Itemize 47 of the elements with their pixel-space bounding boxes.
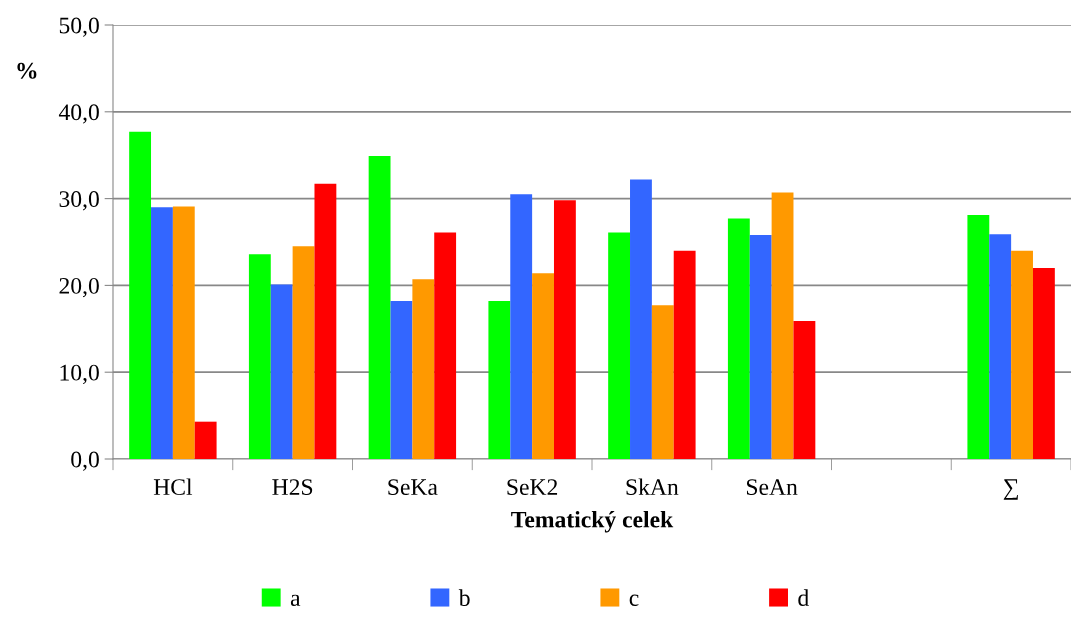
bar	[434, 232, 457, 459]
bar	[129, 131, 152, 459]
x-tick-label: HCl	[153, 478, 193, 496]
bar	[1011, 250, 1033, 459]
bar	[630, 179, 652, 459]
bar	[553, 200, 576, 459]
bar	[1032, 268, 1055, 459]
x-tick-label: SkAn	[626, 478, 679, 496]
bar	[412, 279, 435, 459]
x-tick-label: H2S	[272, 479, 313, 496]
bar	[651, 305, 674, 459]
y-tick-label: 30,0	[59, 191, 99, 211]
y-axis-title: %	[17, 62, 37, 79]
bar	[989, 234, 1012, 459]
legend-label: a	[290, 594, 301, 606]
y-tick-label: 20,0	[59, 277, 99, 298]
bar	[151, 207, 173, 459]
bar	[673, 250, 696, 459]
x-axis-title: Tematický celek	[511, 510, 674, 533]
x-tick-label: SeK2	[507, 479, 558, 496]
bar	[771, 192, 794, 459]
bar	[194, 421, 217, 459]
bar	[314, 183, 337, 459]
bar	[510, 194, 533, 459]
bar	[749, 235, 772, 459]
bar	[793, 320, 816, 459]
bar	[727, 218, 750, 459]
y-tick-label: 10,0	[60, 364, 99, 385]
x-tick-label: SeKa	[388, 479, 438, 496]
legend-label: c	[629, 594, 639, 606]
bar	[172, 206, 195, 459]
bar	[488, 301, 511, 459]
bar	[532, 273, 554, 459]
bar	[292, 246, 315, 459]
bar	[967, 215, 990, 459]
bar	[270, 284, 293, 459]
legend-label: d	[798, 589, 809, 606]
y-tick-label: 50,0	[59, 17, 99, 37]
bar	[248, 254, 271, 459]
legend-label: b	[458, 589, 470, 606]
bar	[390, 301, 413, 459]
x-tick-label: SeAn	[746, 479, 798, 496]
bar	[608, 232, 631, 459]
y-tick-label: 40,0	[58, 104, 99, 124]
bar	[368, 156, 391, 459]
x-tick-label: ∑	[1003, 479, 1018, 500]
y-tick-label: 0,0	[71, 451, 99, 471]
